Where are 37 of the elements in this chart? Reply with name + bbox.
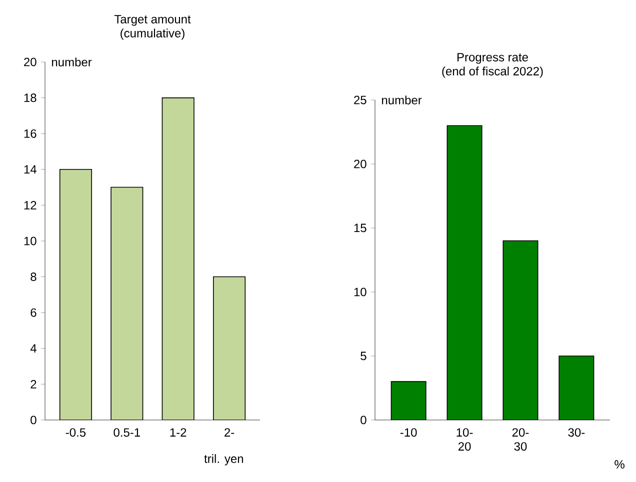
y-tick-label: 5 bbox=[360, 352, 366, 360]
y-tick-label: 20 bbox=[354, 160, 366, 168]
y-tick-label: 10 bbox=[24, 236, 36, 246]
bar bbox=[390, 381, 426, 420]
bar bbox=[558, 356, 594, 420]
y-tick-label: 12 bbox=[24, 201, 36, 210]
x-tick-label: -10 bbox=[400, 428, 417, 437]
y-tick-label: 6 bbox=[30, 308, 36, 317]
x-tick-label: 10-20 bbox=[456, 428, 473, 451]
x-tick-label: 20-30 bbox=[512, 428, 529, 451]
y-tick-label: 15 bbox=[354, 224, 366, 232]
x-axis-title: tril. yen bbox=[204, 454, 244, 466]
y-tick-label: 2 bbox=[30, 380, 36, 388]
y-axis-title: number bbox=[52, 58, 92, 66]
y-tick-label: 20 bbox=[24, 58, 36, 66]
chart-title: Progress rate bbox=[457, 53, 528, 64]
y-tick-label: 16 bbox=[24, 129, 36, 138]
chart-subtitle: (end of fiscal 2022) bbox=[442, 66, 543, 78]
bar bbox=[446, 125, 482, 420]
bar bbox=[502, 240, 538, 420]
y-tick-label: 10 bbox=[354, 288, 366, 296]
chart-subtitle: (cumulative) bbox=[120, 28, 184, 40]
x-tick-label: 2- bbox=[224, 428, 234, 437]
x-tick-label: -0.5 bbox=[66, 428, 86, 437]
y-tick-label: 25 bbox=[354, 96, 366, 104]
y-tick-label: 0 bbox=[30, 416, 36, 424]
chart-title: Target amount bbox=[114, 15, 191, 26]
x-tick-label: 30- bbox=[568, 428, 585, 437]
y-tick-label: 0 bbox=[360, 416, 366, 424]
y-tick-label: 4 bbox=[30, 344, 36, 353]
x-tick-label: 0.5-1 bbox=[114, 428, 140, 437]
y-tick-label: 14 bbox=[24, 165, 36, 174]
x-tick-label: 1-2 bbox=[170, 428, 186, 437]
x-axis-title: % bbox=[614, 460, 624, 469]
y-tick-label: 8 bbox=[30, 272, 36, 282]
y-tick-label: 18 bbox=[24, 94, 36, 102]
y-axis-title: number bbox=[382, 96, 422, 104]
